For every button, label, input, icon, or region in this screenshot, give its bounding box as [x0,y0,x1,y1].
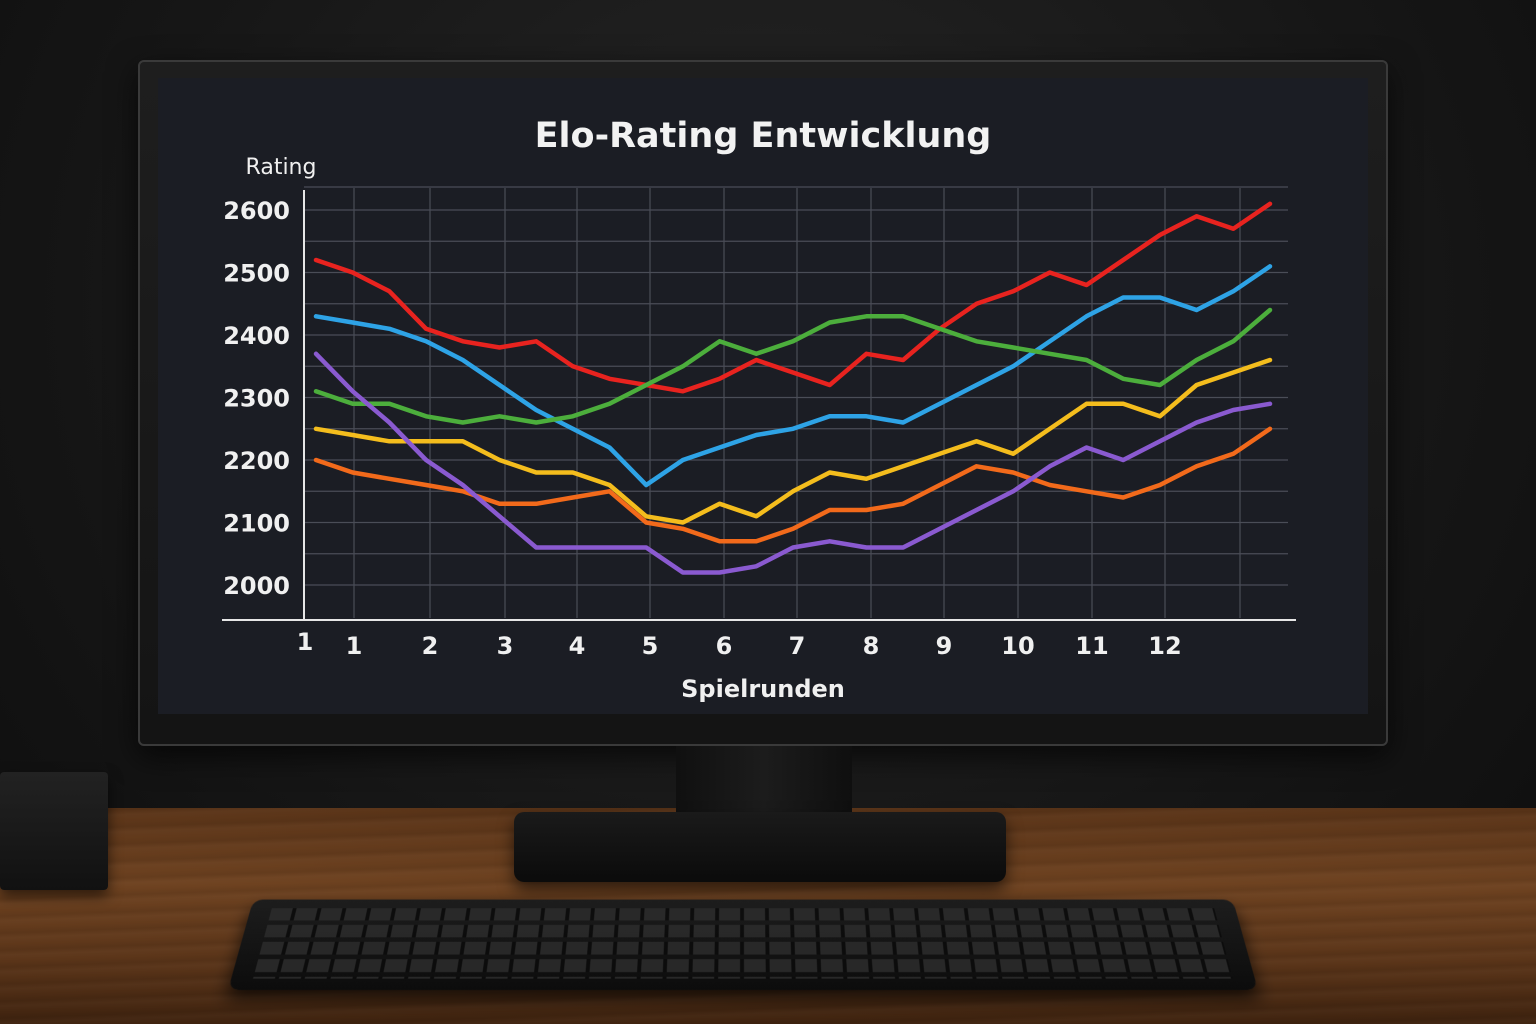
y-tick-label: 2100 [223,510,290,538]
series-line-1 [313,201,1273,394]
series-line-2 [313,264,1273,488]
y-tick-label: 2600 [223,197,290,225]
y-tick-label: 2500 [223,260,290,288]
y-tick-label: 2000 [223,572,290,600]
x-axis-title: Spielrunden [681,675,845,703]
y-axis-title: Rating [246,155,317,180]
side-device [0,772,108,890]
monitor-stand-base [514,812,1006,882]
x-tick-label: 10 [1001,632,1034,660]
x-tick-label: 8 [863,632,880,660]
x-tick-label: 6 [716,632,733,660]
chart-title: Elo-Rating Entwicklung [535,116,992,156]
x-tick-label: 3 [497,632,514,660]
y-tick-label: 2300 [223,385,290,413]
chart-grid [304,186,1288,618]
chart-axes [222,190,1296,621]
series-line-3 [313,307,1273,425]
x-tick-label: 1 [297,628,314,656]
x-tick-label: 1 [346,632,363,660]
series-line-4 [313,357,1273,525]
x-tick-labels: 1 1 2 3 4 5 6 7 8 9 10 11 12 [297,628,1182,660]
y-tick-label: 2400 [223,322,290,350]
x-tick-label: 5 [642,632,659,660]
series-line-6 [313,351,1273,575]
x-tick-label: 12 [1148,632,1181,660]
x-tick-label: 9 [936,632,953,660]
series-layer [313,201,1273,575]
x-tick-label: 11 [1075,632,1108,660]
y-tick-labels: 2600 2500 2400 2300 2200 2100 2000 [223,197,290,600]
x-tick-label: 7 [789,632,806,660]
x-tick-label: 2 [422,632,439,660]
y-tick-label: 2200 [223,447,290,475]
x-tick-label: 4 [569,632,586,660]
